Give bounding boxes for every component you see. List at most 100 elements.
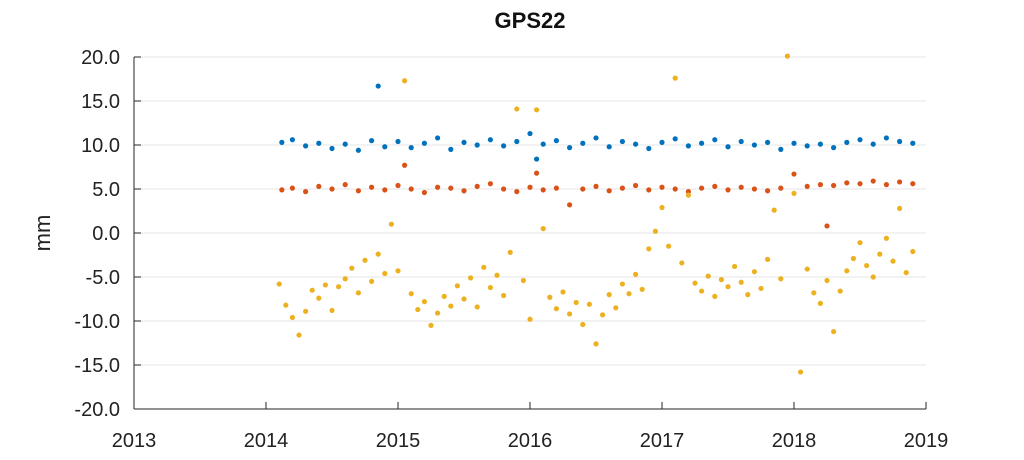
data-point (593, 135, 599, 141)
data-point (824, 277, 830, 284)
data-point (606, 292, 612, 298)
data-point (666, 243, 672, 249)
data-point (699, 185, 705, 191)
data-point (910, 140, 916, 146)
data-point (765, 256, 771, 262)
data-point (864, 262, 870, 269)
data-point (421, 189, 427, 196)
data-point (369, 184, 375, 190)
data-point (593, 341, 599, 347)
data-point (540, 187, 546, 193)
x-tick-label: 2014 (244, 430, 289, 452)
data-point (395, 182, 401, 189)
data-point (718, 277, 725, 283)
data-point (402, 78, 408, 84)
data-point (573, 299, 579, 306)
data-point (699, 288, 705, 294)
data-point (402, 162, 408, 168)
data-point (659, 204, 665, 211)
data-point (883, 235, 890, 241)
y-tick-label: 10.0 (81, 135, 120, 157)
data-point (501, 143, 507, 149)
data-points (276, 53, 916, 375)
data-point (580, 321, 586, 328)
data-point (705, 273, 711, 279)
data-point (279, 139, 285, 145)
data-point (685, 192, 692, 198)
data-point (784, 53, 791, 59)
data-point (520, 277, 527, 284)
data-point (646, 187, 652, 193)
data-point (415, 306, 421, 313)
data-point (844, 139, 850, 145)
data-point (501, 186, 507, 192)
data-point (408, 291, 414, 297)
y-tick-label: 0.0 (92, 223, 120, 245)
data-point (857, 240, 863, 246)
data-point (435, 310, 441, 316)
data-point (639, 286, 645, 292)
data-point (534, 156, 540, 162)
data-point (560, 289, 566, 295)
data-point (883, 135, 890, 141)
data-point (626, 291, 632, 297)
data-point (831, 182, 837, 189)
data-point (362, 257, 368, 263)
data-point (487, 137, 493, 143)
data-point (890, 258, 896, 264)
data-point (514, 106, 520, 112)
data-point (811, 290, 817, 296)
data-point (659, 139, 665, 145)
data-point (382, 144, 388, 150)
data-point (388, 221, 394, 227)
data-point (870, 274, 876, 280)
data-point (857, 137, 863, 143)
x-tick-label: 2017 (640, 430, 685, 452)
data-point (514, 189, 520, 195)
data-point (408, 145, 414, 151)
data-point (712, 137, 718, 143)
data-point (646, 246, 652, 252)
y-tick-label: 5.0 (92, 179, 120, 201)
data-point (329, 145, 335, 152)
chart-title: GPS22 (495, 8, 566, 33)
data-point (712, 293, 718, 299)
data-point (534, 170, 540, 176)
data-point (454, 283, 460, 289)
data-point (606, 188, 612, 194)
data-point (567, 145, 573, 151)
data-point (831, 328, 837, 335)
y-axis-label: mm (30, 215, 55, 252)
data-point (897, 138, 903, 145)
data-point (877, 251, 883, 257)
data-point (804, 183, 810, 189)
data-point (375, 251, 381, 257)
data-point (804, 143, 810, 149)
data-point (679, 260, 685, 266)
data-point (441, 293, 447, 299)
data-point (395, 268, 401, 274)
data-point (283, 302, 289, 308)
data-point (289, 185, 295, 191)
data-point (540, 226, 546, 232)
data-point (395, 138, 401, 145)
data-point (738, 138, 744, 145)
data-point (883, 182, 890, 188)
data-point (580, 186, 586, 192)
data-point (481, 264, 487, 270)
data-point (355, 290, 361, 296)
data-point (448, 146, 454, 152)
data-point (336, 284, 342, 290)
data-point (461, 296, 467, 302)
data-point (507, 249, 513, 255)
data-point (580, 140, 586, 146)
data-point (791, 190, 797, 196)
data-point (342, 276, 348, 282)
y-tick-label: -10.0 (74, 311, 120, 333)
data-point (375, 83, 381, 89)
data-point (382, 270, 388, 277)
data-point (369, 278, 375, 284)
data-point (468, 275, 474, 281)
data-point (349, 265, 355, 271)
